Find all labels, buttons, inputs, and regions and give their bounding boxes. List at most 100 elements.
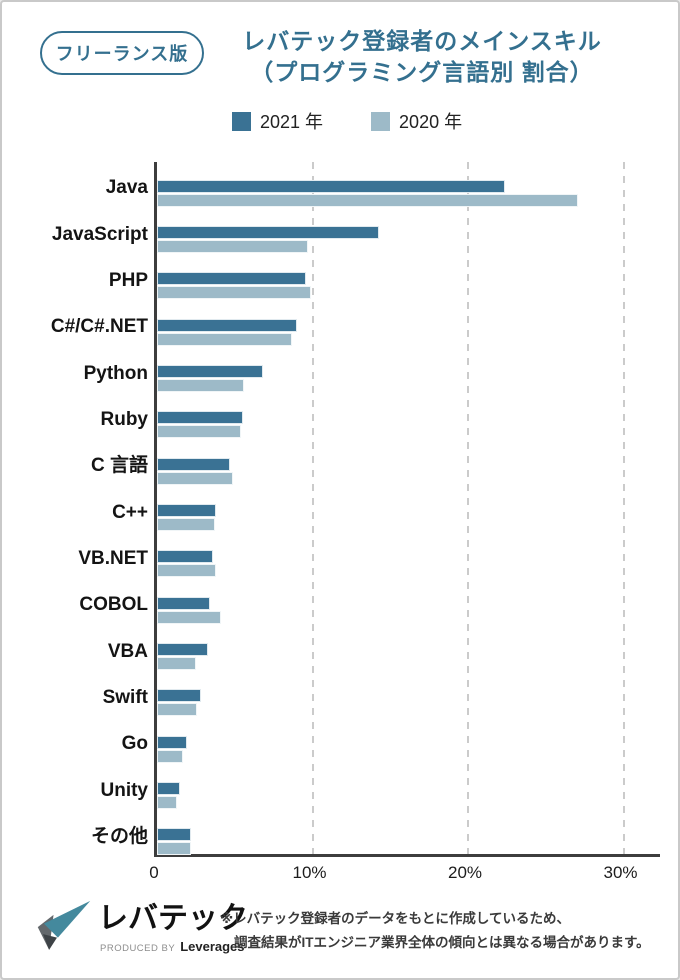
x-tick-label: 30% xyxy=(603,863,638,882)
page-title: レバテック登録者のメインスキル （プログラミング言語別 割合） xyxy=(224,26,620,88)
bar-2020年 xyxy=(157,842,192,856)
bar-2020年 xyxy=(157,610,221,624)
chart-legend: 2021 年 2020 年 xyxy=(232,108,462,134)
bar-2020年 xyxy=(157,564,217,578)
legend-swatch-2021 xyxy=(232,111,251,131)
category-label: その他 xyxy=(90,825,148,847)
bar-2021年 xyxy=(157,735,187,749)
chart-row: その他 xyxy=(2,811,678,857)
chart-row: Swift xyxy=(2,672,678,718)
bar-pair xyxy=(157,301,678,347)
bar-2021年 xyxy=(157,272,307,286)
bar-2021年 xyxy=(157,550,213,564)
bar-2020年 xyxy=(157,471,234,485)
category-label: Ruby xyxy=(100,408,149,430)
bar-2020年 xyxy=(157,796,178,810)
bar-pair xyxy=(157,394,678,440)
bar-pair xyxy=(157,533,678,579)
chart-row: Ruby xyxy=(2,394,678,440)
bar-2021年 xyxy=(157,365,263,379)
chart-row: C 言語 xyxy=(2,440,678,486)
legend-label-2021: 2021 年 xyxy=(260,112,324,132)
page-title-line2: （プログラミング言語別 割合） xyxy=(250,59,594,85)
bar-2020年 xyxy=(157,286,311,300)
bar-2021年 xyxy=(157,411,243,425)
category-label: Java xyxy=(105,177,148,199)
logo-text-block: レバテック PRODUCED BY Leverages xyxy=(98,899,248,954)
brand-logo: レバテック PRODUCED BY Leverages xyxy=(36,899,248,957)
logo-subline: PRODUCED BY Leverages xyxy=(98,939,248,954)
levtech-logo-icon xyxy=(37,900,91,950)
bar-pair xyxy=(157,162,678,208)
bar-2020年 xyxy=(157,703,198,717)
bar-2020年 xyxy=(157,193,579,207)
chart-row: VB.NET xyxy=(2,533,678,579)
bar-chart: Java JavaScript PHP C#/C#.NET Python Ruby C 言語… xyxy=(2,162,678,882)
category-label: Go xyxy=(121,733,148,755)
chart-row: PHP xyxy=(2,255,678,301)
plot-area xyxy=(154,162,660,857)
chart-row: COBOL xyxy=(2,579,678,625)
bar-2021年 xyxy=(157,179,506,193)
category-label: COBOL xyxy=(79,594,148,616)
category-label: C 言語 xyxy=(90,455,148,477)
category-label: VB.NET xyxy=(78,547,148,569)
footnote-line1: ※レバテック登録者のデータをもとに作成しているため、 xyxy=(220,911,570,926)
category-label: C#/C#.NET xyxy=(50,316,148,338)
bar-2020年 xyxy=(157,240,308,254)
chart-row: VBA xyxy=(2,625,678,671)
bar-pair xyxy=(157,579,678,625)
edition-badge: フリーランス版 xyxy=(40,31,204,75)
bar-2021年 xyxy=(157,643,209,657)
bar-pair xyxy=(157,764,678,810)
category-label: Swift xyxy=(102,686,148,708)
bar-pair xyxy=(157,255,678,301)
chart-row: Java xyxy=(2,162,678,208)
bar-2020年 xyxy=(157,749,184,763)
bar-pair xyxy=(157,208,678,254)
bar-pair xyxy=(157,440,678,486)
bar-2021年 xyxy=(157,689,201,703)
bar-2021年 xyxy=(157,318,297,332)
bar-2020年 xyxy=(157,379,245,393)
edition-badge-label: フリーランス版 xyxy=(55,44,189,64)
chart-row: Python xyxy=(2,347,678,393)
bar-pair xyxy=(157,486,678,532)
gridline-10 xyxy=(311,162,314,854)
logo-company-name: Leverages xyxy=(180,939,245,954)
footnote-line2: 調査結果がITエンジニア業界全体の傾向とは異なる場合があります。 xyxy=(234,935,650,950)
bar-2020年 xyxy=(157,425,241,439)
x-tick-label: 20% xyxy=(447,863,483,882)
category-label: PHP xyxy=(108,269,148,291)
category-label: Unity xyxy=(100,779,149,801)
category-label: VBA xyxy=(107,640,148,662)
bar-2021年 xyxy=(157,504,217,518)
chart-row: C++ xyxy=(2,486,678,532)
bar-2021年 xyxy=(157,782,181,796)
bar-pair xyxy=(157,625,678,671)
bar-2021年 xyxy=(157,457,231,471)
legend-label-2020: 2020 年 xyxy=(399,112,463,132)
x-tick-label: 10% xyxy=(292,863,327,882)
chart-row: JavaScript xyxy=(2,208,678,254)
category-label: C++ xyxy=(112,501,148,523)
gridline-20 xyxy=(467,162,469,854)
legend-item-2020: 2020 年 xyxy=(371,108,462,134)
chart-row: C#/C#.NET xyxy=(2,301,678,347)
bar-2020年 xyxy=(157,657,196,671)
bar-2021年 xyxy=(157,226,380,240)
bar-pair xyxy=(157,672,678,718)
category-label: Python xyxy=(83,362,148,384)
chart-row: Go xyxy=(2,718,678,764)
x-tick-label: 0 xyxy=(149,863,159,882)
x-axis: 0 10% 20% 30% xyxy=(2,863,678,887)
chart-rows: Java JavaScript PHP C#/C#.NET Python Ruby C 言語… xyxy=(2,162,678,857)
page-title-line1: レバテック登録者のメインスキル xyxy=(242,28,602,54)
bar-2020年 xyxy=(157,518,215,532)
bar-2021年 xyxy=(157,596,210,610)
logo-wordmark: レバテック xyxy=(98,902,248,935)
footnote: ※レバテック登録者のデータをもとに作成しているため、 調査結果がITエンジニア業… xyxy=(220,907,670,955)
bar-2020年 xyxy=(157,332,293,346)
bar-pair xyxy=(157,811,678,857)
